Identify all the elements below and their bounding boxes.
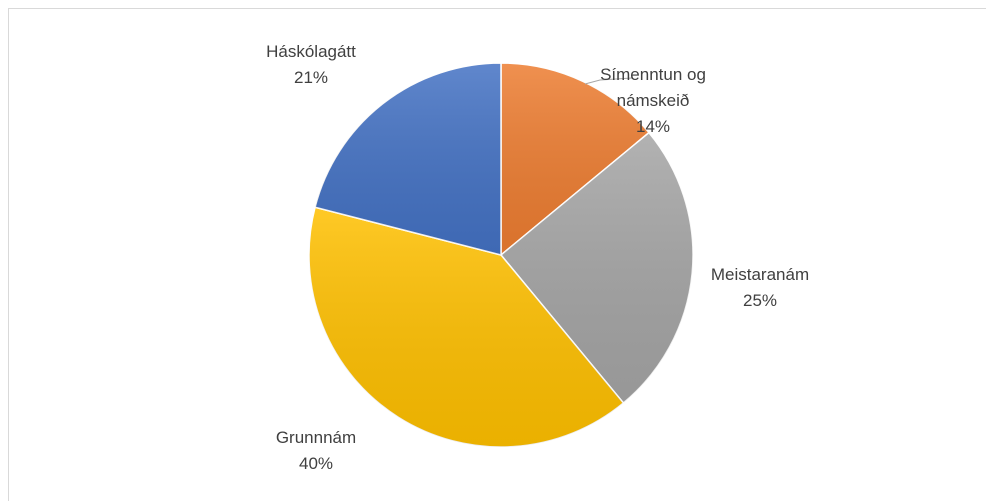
- slice-shade: [315, 63, 501, 255]
- category-label: Háskólagátt: [266, 42, 356, 61]
- data-label: Grunnnám 40%: [241, 425, 391, 477]
- value-label: 14%: [635, 117, 671, 136]
- value-label: 40%: [298, 454, 334, 473]
- category-label: Grunnnám: [275, 428, 357, 447]
- data-label: Meistaranám 25%: [685, 262, 835, 314]
- data-label: Háskólagátt 21%: [236, 39, 386, 91]
- category-label: Meistaranám: [710, 265, 810, 284]
- value-label: 21%: [293, 68, 329, 87]
- data-label: Símenntun og námskeið 14%: [598, 62, 708, 140]
- category-label: Símenntun og námskeið: [600, 65, 706, 110]
- chart-border: [8, 8, 986, 501]
- value-label: 25%: [742, 291, 778, 310]
- leader-line: [584, 77, 633, 85]
- slice-shade: [501, 132, 693, 403]
- slice-shade: [309, 207, 624, 447]
- slice-shade: [501, 63, 649, 255]
